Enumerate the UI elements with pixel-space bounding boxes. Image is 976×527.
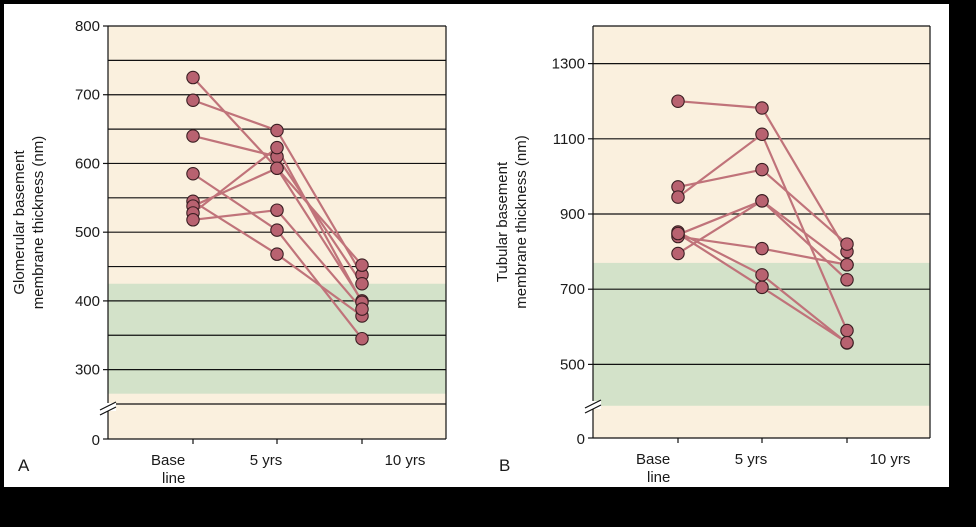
data-point xyxy=(270,223,284,237)
data-point xyxy=(186,167,200,181)
data-point xyxy=(355,331,369,346)
data-point xyxy=(755,280,769,295)
data-point xyxy=(270,247,284,261)
y-tick-label: 500 xyxy=(75,224,100,241)
data-point xyxy=(355,302,369,316)
data-point xyxy=(186,213,200,227)
x-tick-label: Base xyxy=(151,452,185,469)
data-point xyxy=(671,226,685,241)
y-tick-label: 1100 xyxy=(553,131,585,148)
data-point xyxy=(671,246,685,261)
data-point xyxy=(755,101,769,115)
y-tick-label: 600 xyxy=(75,155,100,172)
y-tick-label: 700 xyxy=(75,87,100,104)
y-tick-label: 900 xyxy=(560,206,585,223)
data-point xyxy=(270,203,284,217)
data-point xyxy=(355,276,369,291)
data-point xyxy=(840,273,854,287)
data-point xyxy=(755,241,769,256)
data-point xyxy=(671,94,685,108)
y-tick-label: 800 xyxy=(75,18,100,35)
y-tick-label: 500 xyxy=(560,356,585,373)
x-tick-label: line xyxy=(162,470,185,487)
y-zero-label: 0 xyxy=(577,431,585,448)
data-point xyxy=(840,258,854,272)
panel-letter: B xyxy=(499,456,510,475)
data-point xyxy=(186,129,200,143)
axis-break-mark xyxy=(584,404,602,414)
figure: 300 400 500 600 700 800 0 Base line 5 yrs 10 yrs Gl… xyxy=(4,4,949,487)
data-point xyxy=(186,93,200,107)
data-point xyxy=(186,70,200,85)
x-tick-label: 5 yrs xyxy=(250,452,283,469)
axis-break-gap xyxy=(585,401,601,409)
x-tick-label: line xyxy=(647,469,670,486)
y-tick-label: 300 xyxy=(75,362,100,379)
data-point xyxy=(355,258,369,272)
y-zero-label: 0 xyxy=(92,432,100,449)
y-axis-title: membrane thickness (nm) xyxy=(30,136,47,309)
panel-letter: A xyxy=(18,456,30,475)
x-tick-label: Base xyxy=(636,451,670,468)
data-point xyxy=(270,123,284,138)
y-tick-label: 700 xyxy=(560,281,585,298)
data-point xyxy=(840,335,854,350)
y-tick-label: 1300 xyxy=(552,56,585,73)
axis-break-mark xyxy=(99,401,117,411)
data-point xyxy=(840,237,854,251)
data-point xyxy=(840,323,854,338)
data-point xyxy=(755,194,769,208)
normal-range-band xyxy=(108,283,446,394)
y-axis-title: membrane thickness (nm) xyxy=(513,135,530,308)
data-point xyxy=(755,127,769,142)
axis-break-gap xyxy=(100,403,116,411)
y-axis-title: Tubular basement xyxy=(494,161,511,282)
data-point xyxy=(755,268,769,282)
x-tick-label: 5 yrs xyxy=(735,451,768,468)
y-axis-title: Glomerular basement xyxy=(11,150,28,295)
data-point xyxy=(270,140,284,155)
data-point xyxy=(671,190,685,204)
x-tick-label: 10 yrs xyxy=(870,451,911,468)
y-tick-label: 400 xyxy=(75,293,100,310)
data-point xyxy=(270,161,284,176)
x-tick-label: 10 yrs xyxy=(385,452,426,469)
data-point xyxy=(755,162,769,177)
axis-break-mark xyxy=(584,399,602,409)
axis-break-mark xyxy=(99,406,117,416)
